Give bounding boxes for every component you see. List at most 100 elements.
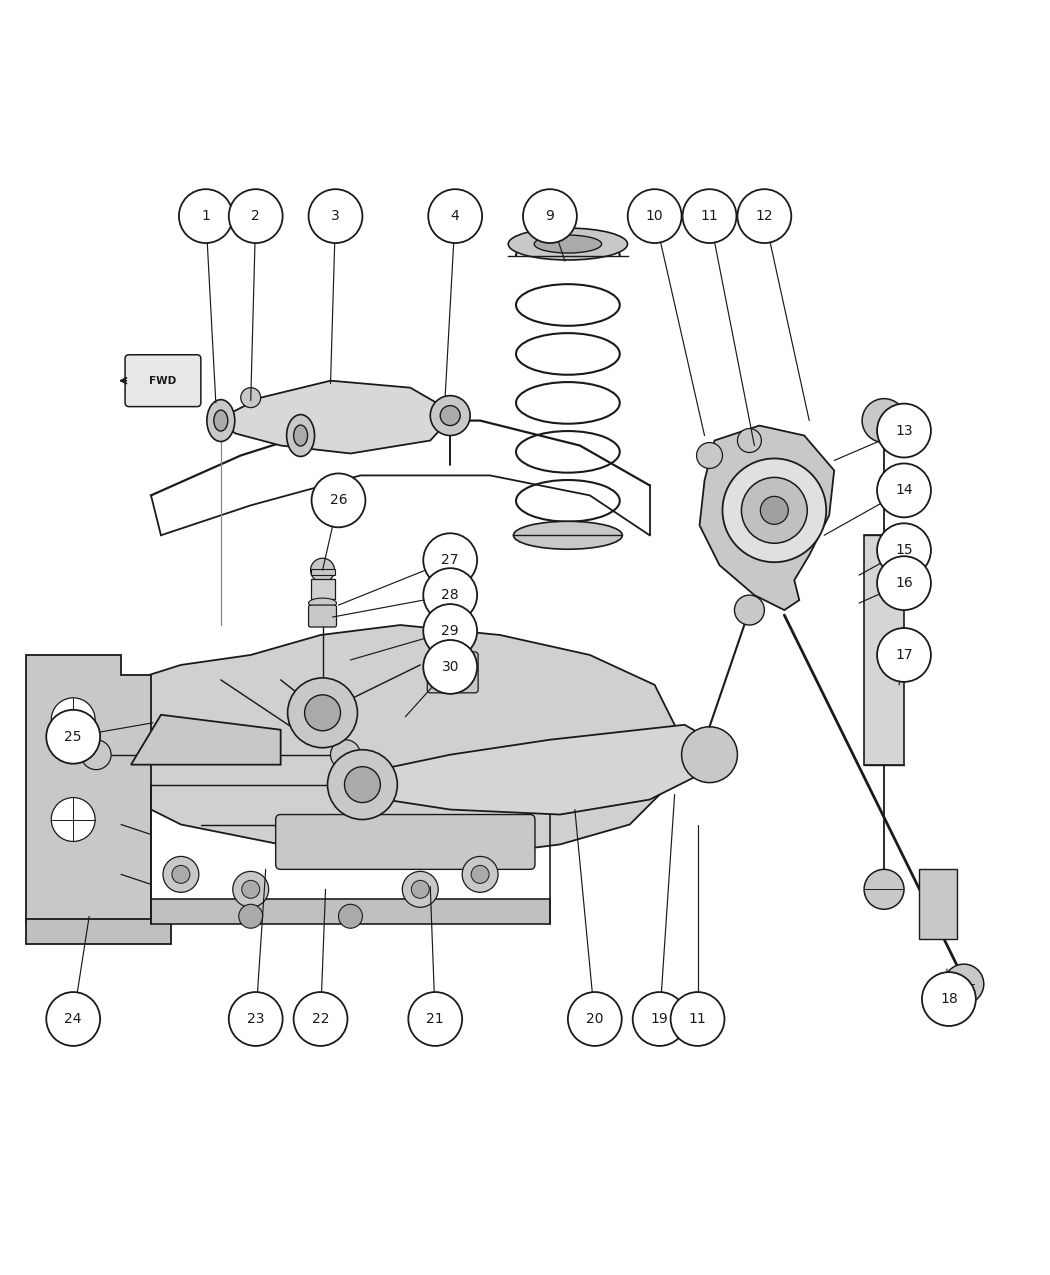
Text: 13: 13 xyxy=(896,423,912,437)
Circle shape xyxy=(242,880,259,899)
Ellipse shape xyxy=(287,414,315,456)
Circle shape xyxy=(163,857,198,892)
Ellipse shape xyxy=(214,411,228,431)
Circle shape xyxy=(338,904,362,928)
Polygon shape xyxy=(26,655,151,924)
Circle shape xyxy=(423,640,477,694)
Circle shape xyxy=(760,496,789,524)
Text: FWD: FWD xyxy=(149,376,176,385)
Circle shape xyxy=(46,992,100,1046)
Circle shape xyxy=(81,740,111,770)
Circle shape xyxy=(922,972,975,1026)
Circle shape xyxy=(423,533,477,586)
Circle shape xyxy=(172,866,190,884)
Text: 14: 14 xyxy=(896,483,912,497)
Ellipse shape xyxy=(207,399,235,441)
Circle shape xyxy=(877,463,931,518)
Circle shape xyxy=(440,405,460,426)
Text: 19: 19 xyxy=(651,1012,669,1026)
Polygon shape xyxy=(151,899,550,924)
Polygon shape xyxy=(699,426,834,609)
Text: 12: 12 xyxy=(756,209,773,223)
Circle shape xyxy=(523,189,576,244)
Circle shape xyxy=(877,556,931,609)
Circle shape xyxy=(722,459,826,562)
Polygon shape xyxy=(356,724,719,815)
Circle shape xyxy=(423,569,477,622)
Circle shape xyxy=(737,428,761,453)
Circle shape xyxy=(240,388,260,408)
Polygon shape xyxy=(131,715,280,765)
Text: 3: 3 xyxy=(331,209,340,223)
Text: 27: 27 xyxy=(441,553,459,567)
Text: 22: 22 xyxy=(312,1012,330,1026)
Circle shape xyxy=(862,399,906,442)
Polygon shape xyxy=(26,919,171,945)
Ellipse shape xyxy=(534,235,602,252)
Polygon shape xyxy=(216,381,456,454)
Circle shape xyxy=(568,992,622,1046)
Ellipse shape xyxy=(508,228,628,260)
Text: 20: 20 xyxy=(586,1012,604,1026)
Circle shape xyxy=(681,727,737,783)
Circle shape xyxy=(46,710,100,764)
FancyBboxPatch shape xyxy=(311,579,335,599)
Text: 11: 11 xyxy=(700,209,718,223)
Circle shape xyxy=(628,189,681,244)
Text: 9: 9 xyxy=(546,209,554,223)
FancyBboxPatch shape xyxy=(311,569,335,575)
Polygon shape xyxy=(77,625,679,854)
Circle shape xyxy=(864,870,904,909)
Circle shape xyxy=(696,442,722,468)
Text: 17: 17 xyxy=(896,648,912,662)
Text: 2: 2 xyxy=(251,209,260,223)
Ellipse shape xyxy=(513,521,623,550)
Circle shape xyxy=(877,523,931,578)
FancyBboxPatch shape xyxy=(276,815,534,870)
Circle shape xyxy=(471,866,489,884)
Circle shape xyxy=(402,871,438,908)
Circle shape xyxy=(309,189,362,244)
Circle shape xyxy=(633,992,687,1046)
Circle shape xyxy=(51,798,96,842)
Circle shape xyxy=(741,477,807,543)
Text: 11: 11 xyxy=(689,1012,707,1026)
Circle shape xyxy=(229,189,282,244)
Circle shape xyxy=(238,904,262,928)
Ellipse shape xyxy=(309,598,336,608)
Circle shape xyxy=(944,964,984,1003)
Text: 16: 16 xyxy=(895,576,912,590)
Circle shape xyxy=(877,404,931,458)
Circle shape xyxy=(412,880,429,899)
Text: 24: 24 xyxy=(64,1012,82,1026)
Text: 10: 10 xyxy=(646,209,664,223)
Text: 23: 23 xyxy=(247,1012,265,1026)
Circle shape xyxy=(331,740,360,770)
Circle shape xyxy=(423,604,477,658)
Text: 30: 30 xyxy=(441,660,459,674)
Circle shape xyxy=(671,992,724,1046)
Circle shape xyxy=(51,697,96,742)
Circle shape xyxy=(428,189,482,244)
Text: 1: 1 xyxy=(202,209,210,223)
Circle shape xyxy=(877,629,931,682)
Ellipse shape xyxy=(294,425,308,446)
Text: 15: 15 xyxy=(896,543,912,557)
Text: 21: 21 xyxy=(426,1012,444,1026)
Circle shape xyxy=(328,750,397,820)
FancyBboxPatch shape xyxy=(427,652,478,692)
Text: 4: 4 xyxy=(450,209,460,223)
Circle shape xyxy=(344,766,380,802)
Text: 26: 26 xyxy=(330,493,348,507)
Circle shape xyxy=(430,395,470,436)
Circle shape xyxy=(311,558,335,583)
Text: 29: 29 xyxy=(441,623,459,638)
Circle shape xyxy=(734,595,764,625)
Circle shape xyxy=(682,189,736,244)
FancyBboxPatch shape xyxy=(919,870,957,940)
Text: 25: 25 xyxy=(64,729,82,743)
Circle shape xyxy=(178,189,233,244)
Circle shape xyxy=(737,189,792,244)
FancyBboxPatch shape xyxy=(309,606,336,627)
Text: 28: 28 xyxy=(441,588,459,602)
